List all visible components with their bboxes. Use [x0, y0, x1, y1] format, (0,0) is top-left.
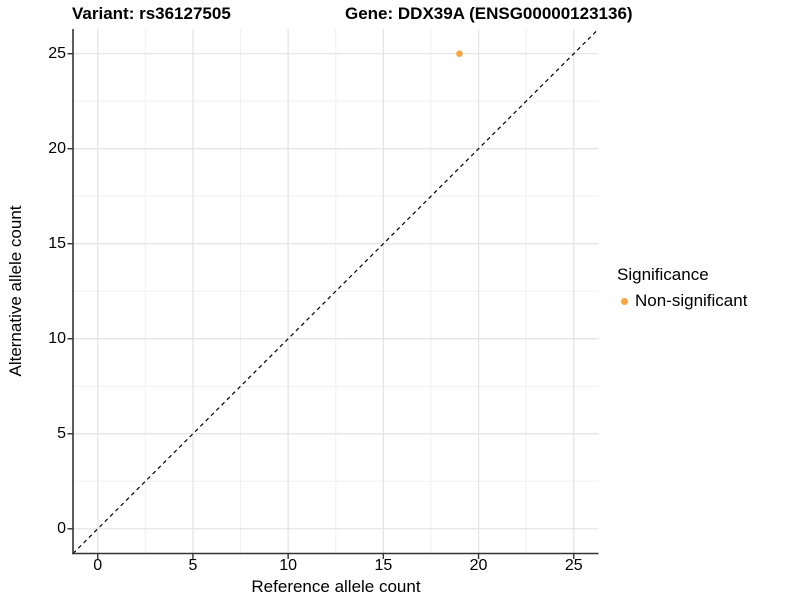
legend-item-non-significant: Non-significant [617, 291, 747, 311]
y-tick-label: 10 [48, 329, 66, 347]
legend-point-marker-icon [621, 297, 628, 305]
y-tick-label: 25 [48, 44, 66, 62]
x-axis-title: Reference allele count [251, 577, 421, 596]
x-tick-label: 20 [469, 557, 488, 574]
y-axis-title: Alternative allele count [6, 205, 25, 377]
x-tick-label: 5 [188, 557, 198, 574]
x-tick-label: 15 [374, 557, 393, 574]
x-tick-label: 25 [564, 557, 583, 574]
gene-title: Gene: DDX39A (ENSG00000123136) [345, 4, 633, 23]
data-point [456, 50, 463, 58]
legend-title: Significance [617, 265, 709, 284]
legend: Significance Non-significant [617, 265, 747, 311]
legend-item-label: Non-significant [635, 291, 748, 310]
y-tick-label: 15 [48, 234, 66, 252]
x-tick-label: 10 [279, 557, 298, 574]
variant-title: Variant: rs36127505 [72, 4, 231, 23]
y-tick-label: 0 [57, 519, 66, 537]
y-tick-label: 5 [57, 424, 66, 442]
y-tick-label: 20 [48, 139, 66, 157]
identity-reference-line [72, 28, 599, 554]
x-tick-label: 0 [93, 557, 103, 574]
